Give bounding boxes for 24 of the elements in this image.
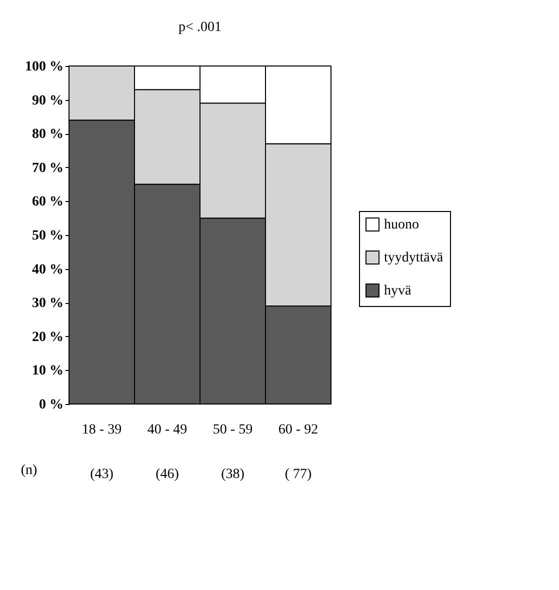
text: ( 77) (284, 467, 312, 482)
y-tick-label: 40 % (32, 262, 64, 278)
text: (46) (156, 467, 180, 482)
y-tick-label: 90 % (32, 93, 64, 108)
y-tick-label: 80 % (32, 127, 64, 142)
text: (43) (90, 467, 114, 482)
legend-label: tyydyttävä (384, 250, 444, 266)
legend-label: huono (384, 218, 419, 232)
y-tick-label: 50 % (32, 228, 64, 244)
y-tick-label: 10 % (32, 364, 64, 379)
x-tick-label: 18 - 39 (82, 422, 122, 438)
y-tick-label: 100 % (25, 60, 64, 74)
y-tick-label: 20 % (32, 330, 64, 345)
x-tick-label: 40 - 49 (147, 422, 188, 438)
chart-title: p< .001 (178, 20, 222, 35)
y-tick-label: 70 % (32, 160, 64, 176)
legend-label: hyvä (384, 284, 412, 298)
x-tick-label: 50 - 59 (212, 422, 253, 438)
text: (n) (20, 463, 38, 478)
x-tick-label: 60 - 92 (278, 422, 318, 438)
y-tick-label: 60 % (32, 194, 64, 210)
text: (38) (221, 467, 245, 482)
y-tick-label: 30 % (32, 296, 64, 312)
y-tick-label: 0 % (39, 398, 64, 412)
